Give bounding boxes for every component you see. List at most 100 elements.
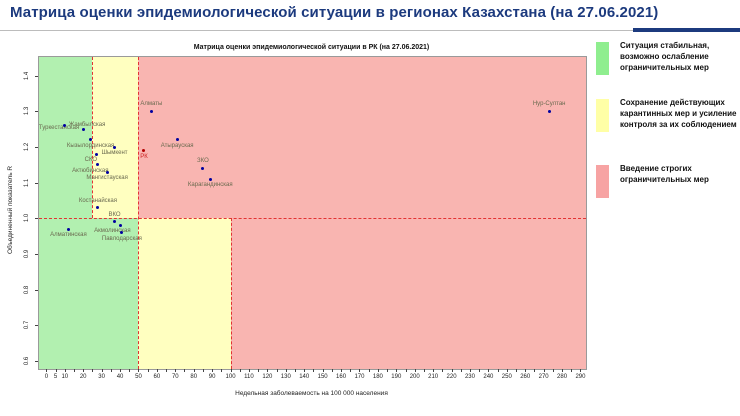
threshold-line-r1 xyxy=(39,218,586,220)
x-axis-tick xyxy=(341,369,343,372)
data-point xyxy=(63,124,67,128)
data-point-label: Актюбинская xyxy=(72,167,109,174)
x-axis-tick-label: 5 xyxy=(53,374,58,380)
zone-green-upper xyxy=(39,57,93,219)
x-axis-tick xyxy=(147,369,149,372)
zone-red-lower xyxy=(230,218,586,369)
data-point-label: Карагандинская xyxy=(187,182,233,189)
x-axis-tick xyxy=(156,369,158,372)
x-axis-label: Недельная заболеваемость на 100 000 насе… xyxy=(235,390,388,397)
legend-text-keep-quarantine: Сохранение действующих карантинных мер и… xyxy=(620,98,737,129)
x-axis-tick-label: 200 xyxy=(409,374,420,380)
x-axis-tick xyxy=(83,369,85,372)
data-point xyxy=(142,149,146,153)
x-axis-tick xyxy=(92,369,94,372)
zone-yellow-upper xyxy=(92,57,139,219)
x-axis-tick xyxy=(469,369,471,372)
data-point xyxy=(118,223,122,227)
data-point-label: Акмолинская xyxy=(94,228,131,235)
x-axis-tick xyxy=(433,369,435,372)
x-axis-tick xyxy=(460,369,462,372)
data-point-label: СКО xyxy=(84,157,98,164)
x-axis-tick xyxy=(580,369,582,372)
data-point-label: Жамбылская xyxy=(68,121,106,128)
x-axis-tick xyxy=(451,369,453,372)
x-axis-tick-label: 10 xyxy=(61,374,69,380)
legend-item-strict-measures: Введение строгих ограничительных мер xyxy=(596,163,709,198)
x-axis-tick-label: 80 xyxy=(190,374,198,380)
data-point xyxy=(105,170,109,174)
data-point-label: Костанайская xyxy=(78,197,118,204)
x-axis-tick xyxy=(405,369,407,372)
x-axis-tick-label: 170 xyxy=(354,374,365,380)
threshold-line-x50 xyxy=(138,57,140,369)
threshold-line-x100 xyxy=(230,218,232,369)
legend-text-strict-measures: Введение строгих ограничительных мер xyxy=(620,164,709,184)
plot-area: 0 5 10 20 30 40 50 60 70 80 90 100 110 120 130 140 150 16… xyxy=(24,56,587,380)
x-axis-tick-label: 220 xyxy=(446,374,457,380)
chart-title: Матрица оценки эпидемиологической ситуац… xyxy=(193,44,430,51)
x-axis-tick xyxy=(230,369,232,372)
x-axis-tick xyxy=(322,369,324,372)
x-axis-tick-label: 260 xyxy=(520,374,531,380)
y-axis-tick xyxy=(35,182,38,184)
x-axis-tick-label: 20 xyxy=(79,374,87,380)
x-axis-tick xyxy=(414,369,416,372)
data-point xyxy=(96,206,100,210)
y-axis-tick xyxy=(35,111,38,113)
x-axis-tick-label: 160 xyxy=(336,374,347,380)
y-axis-tick xyxy=(35,253,38,255)
y-axis-tick xyxy=(35,75,38,77)
page-title: Матрица оценки эпидемиологической ситуац… xyxy=(10,4,659,21)
data-point-label: Алматы xyxy=(140,101,163,108)
x-axis-tick xyxy=(221,369,223,372)
data-point-label: ЗКО xyxy=(197,158,209,165)
data-point-label: Нур-Султан xyxy=(532,101,566,108)
x-axis-tick xyxy=(368,369,370,372)
x-axis-tick xyxy=(571,369,573,372)
x-axis-tick xyxy=(129,369,131,372)
y-axis-tick xyxy=(35,360,38,362)
data-point-label: Атырауская xyxy=(160,142,194,149)
x-axis-tick-label: 130 xyxy=(280,374,291,380)
x-axis-tick-label: 190 xyxy=(391,374,402,380)
x-axis-tick xyxy=(377,369,379,372)
x-axis-tick-label: 60 xyxy=(153,374,161,380)
x-axis-tick xyxy=(350,369,352,372)
x-axis-tick-label: 270 xyxy=(538,374,549,380)
x-axis-tick-label: 90 xyxy=(208,374,216,380)
x-axis-tick xyxy=(239,369,241,372)
y-axis-tick-label: 0.8 xyxy=(24,285,30,294)
x-axis-tick xyxy=(212,369,214,372)
data-point xyxy=(201,166,205,170)
x-axis-tick-label: 180 xyxy=(372,374,383,380)
x-axis-tick-label: 0 xyxy=(44,374,49,380)
y-axis-tick-label: 1.0 xyxy=(24,214,30,223)
x-axis-tick xyxy=(55,369,57,372)
x-axis-tick-label: 100 xyxy=(225,374,236,380)
x-axis-tick xyxy=(488,369,490,372)
x-axis-tick xyxy=(313,369,315,372)
y-axis-tick-label: 1.2 xyxy=(24,142,30,152)
data-point xyxy=(149,109,153,113)
x-axis-tick xyxy=(46,369,48,372)
x-axis-tick-label: 30 xyxy=(98,374,105,380)
data-point xyxy=(113,220,116,224)
y-axis-tick xyxy=(35,325,38,327)
x-axis-tick xyxy=(543,369,545,372)
zone-yellow-lower xyxy=(138,218,231,369)
x-axis-tick-label: 150 xyxy=(317,374,328,380)
x-axis-tick xyxy=(396,369,398,372)
x-axis-tick xyxy=(285,369,287,372)
x-axis-tick-label: 50 xyxy=(135,374,142,380)
legend-item-keep-quarantine: Сохранение действующих карантинных мер и… xyxy=(596,97,737,132)
x-axis-tick xyxy=(166,369,168,372)
x-axis-tick xyxy=(202,369,204,372)
x-axis-tick xyxy=(248,369,250,372)
x-axis-tick xyxy=(497,369,499,372)
data-point xyxy=(175,138,179,142)
data-point-label: Алматинская xyxy=(50,232,87,239)
title-divider xyxy=(0,30,740,31)
x-axis-tick-label: 120 xyxy=(262,374,273,380)
x-axis-tick-label: 230 xyxy=(464,374,475,380)
